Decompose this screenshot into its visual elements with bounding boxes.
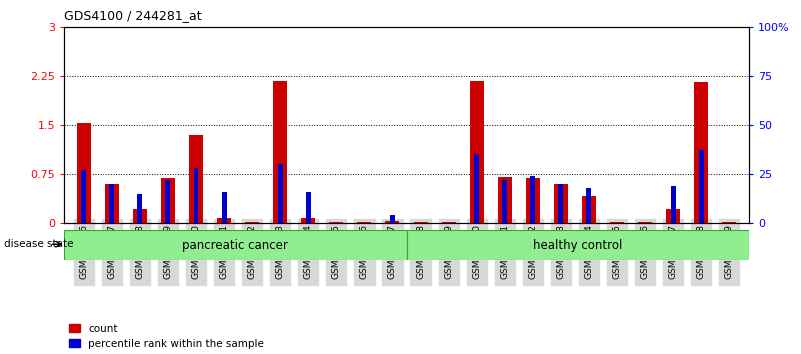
Bar — [666, 209, 680, 223]
Bar — [694, 82, 708, 223]
Text: pancreatic cancer: pancreatic cancer — [183, 239, 288, 252]
Bar — [133, 209, 147, 223]
Bar — [278, 164, 283, 223]
Bar — [582, 195, 596, 223]
Bar — [502, 180, 507, 223]
Bar — [723, 222, 736, 223]
Bar — [638, 222, 652, 223]
Bar — [530, 176, 535, 223]
Bar — [610, 222, 624, 223]
Bar — [194, 168, 199, 223]
Bar — [525, 178, 540, 223]
Bar — [670, 186, 675, 223]
Text: GDS4100 / 244281_at: GDS4100 / 244281_at — [64, 9, 202, 22]
Bar — [357, 222, 372, 223]
Bar — [329, 222, 344, 223]
Bar — [161, 178, 175, 223]
Bar — [245, 222, 260, 223]
Bar — [553, 184, 568, 223]
Bar — [474, 154, 479, 223]
Bar — [222, 192, 227, 223]
Text: healthy control: healthy control — [533, 239, 622, 252]
Bar — [441, 222, 456, 223]
Bar — [406, 230, 749, 260]
Legend: count, percentile rank within the sample: count, percentile rank within the sample — [70, 324, 264, 349]
Bar — [390, 215, 395, 223]
Bar — [217, 218, 231, 223]
Bar — [273, 81, 288, 223]
Bar — [138, 194, 143, 223]
Bar — [698, 150, 703, 223]
Bar — [166, 180, 171, 223]
Bar — [586, 188, 591, 223]
Bar — [110, 184, 115, 223]
Bar — [469, 81, 484, 223]
Bar — [64, 230, 406, 260]
Bar — [301, 218, 316, 223]
Text: disease state: disease state — [4, 239, 74, 249]
Bar — [558, 184, 563, 223]
Bar — [306, 192, 311, 223]
Bar — [413, 222, 428, 223]
Bar — [497, 177, 512, 223]
Bar — [105, 184, 119, 223]
Bar — [77, 124, 91, 223]
Bar — [385, 221, 400, 223]
Bar — [81, 170, 87, 223]
Bar — [189, 135, 203, 223]
